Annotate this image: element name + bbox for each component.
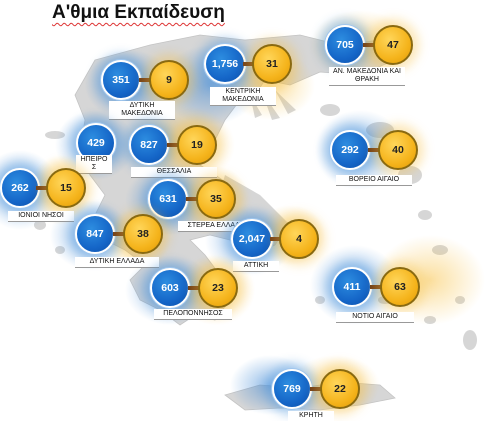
connector: [36, 186, 48, 190]
region-label: ΝΟΤΙΟ ΑΙΓΑΙΟ: [336, 312, 414, 322]
region-label: ΚΕΝΤΡΙΚΗ ΜΑΚΕΔΟΝΙΑ: [210, 87, 276, 105]
connector: [368, 148, 380, 152]
region-label: ΑΤΤΙΚΗ: [233, 261, 279, 271]
connector: [113, 232, 125, 236]
schools-count-badge: 15: [46, 168, 86, 208]
page-title: Α'θμια Εκπαίδευση: [52, 2, 225, 23]
connector: [363, 43, 375, 47]
schools-count-badge: 19: [177, 125, 217, 165]
teachers-count-badge: 631: [148, 179, 188, 219]
teachers-count-badge: 705: [325, 25, 365, 65]
teachers-count-badge: 292: [330, 130, 370, 170]
schools-count-badge: 4: [279, 219, 319, 259]
schools-count-badge: 22: [320, 369, 360, 409]
schools-count-badge: 47: [373, 25, 413, 65]
schools-count-badge: 40: [378, 130, 418, 170]
teachers-count-badge: 351: [101, 60, 141, 100]
schools-count-badge: 35: [196, 179, 236, 219]
teachers-count-badge: 262: [0, 168, 40, 208]
region-label: ΘΕΣΣΑΛΙΑ: [131, 167, 217, 177]
region-label: ΑΝ. ΜΑΚΕΔΟΝΙΑ ΚΑΙ ΘΡΑΚΗ: [329, 67, 405, 85]
teachers-count-badge: 827: [129, 125, 169, 165]
region-label: ΔΥΤΙΚΗ ΜΑΚΕΔΟΝΙΑ: [109, 101, 175, 119]
schools-count-badge: 23: [198, 268, 238, 308]
region-label: ΙΟΝΙΟΙ ΝΗΣΟΙ: [8, 211, 74, 221]
connector: [188, 286, 200, 290]
teachers-count-badge: 603: [150, 268, 190, 308]
connector: [167, 143, 179, 147]
connector: [139, 78, 151, 82]
connector: [270, 237, 282, 241]
region-label: ΒΟΡΕΙΟ ΑΙΓΑΙΟ: [336, 175, 412, 185]
region-label: ΗΠΕΙΡΟ Σ: [76, 155, 112, 173]
region-label: ΚΡΗΤΗ: [288, 411, 334, 421]
schools-count-badge: 63: [380, 267, 420, 307]
teachers-count-badge: 1,756: [204, 44, 246, 84]
schools-count-badge: 31: [252, 44, 292, 84]
teachers-count-badge: 847: [75, 214, 115, 254]
schools-count-badge: 9: [149, 60, 189, 100]
connector: [310, 387, 322, 391]
teachers-count-badge: 2,047: [231, 219, 273, 259]
teachers-count-badge: 411: [332, 267, 372, 307]
region-label: ΔΥΤΙΚΗ ΕΛΛΑΔΑ: [75, 257, 159, 267]
connector: [370, 285, 382, 289]
teachers-count-badge: 769: [272, 369, 312, 409]
connector: [186, 197, 198, 201]
connector: [243, 62, 255, 66]
schools-count-badge: 38: [123, 214, 163, 254]
region-label: ΣΤΕΡΕΑ ΕΛΛΑΔΑ: [178, 221, 254, 231]
region-label: ΠΕΛΟΠΟΝΝΗΣΟΣ: [154, 309, 232, 319]
